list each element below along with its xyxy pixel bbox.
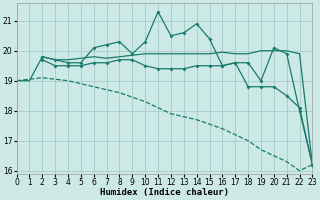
X-axis label: Humidex (Indice chaleur): Humidex (Indice chaleur) bbox=[100, 188, 229, 197]
